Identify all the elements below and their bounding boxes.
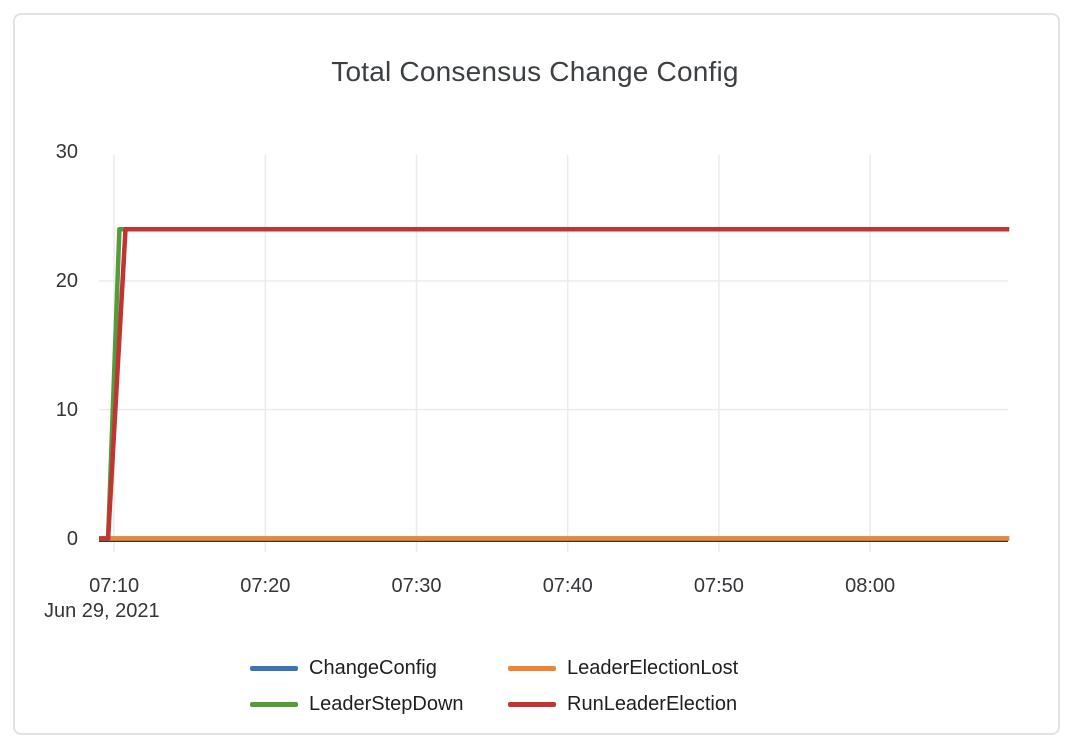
legend-label: ChangeConfig [309, 656, 437, 679]
series-line-LeaderStepDown[interactable] [99, 227, 1010, 541]
x-axis-tick-label: 07:40 [542, 575, 593, 597]
y-axis-tick-label: 30 [55, 141, 78, 163]
legend-swatch [508, 701, 556, 707]
legend-item-ChangeConfig[interactable]: ChangeConfig [250, 657, 508, 680]
x-axis-tick-label: 07:20 [240, 575, 291, 597]
x-axis-tick-label: 07:30 [391, 575, 442, 597]
legend-item-RunLeaderElection[interactable]: RunLeaderElection [508, 693, 738, 716]
legend-label: RunLeaderElection [567, 692, 738, 715]
legend-label: LeaderElectionLost [567, 656, 739, 679]
y-axis-tick-label: 0 [66, 527, 78, 550]
series-line-RunLeaderElection[interactable] [99, 227, 1010, 541]
x-axis-tick-label: 08:00 [845, 575, 896, 597]
x-axis-tick-label: 07:10 [89, 575, 140, 597]
x-axis-tick-label: 07:50 [693, 575, 744, 597]
chart-title: Total Consensus Change Config [331, 56, 739, 87]
legend-item-LeaderElectionLost[interactable]: LeaderElectionLost [508, 657, 738, 680]
legend: ChangeConfig LeaderElectionLost LeaderStep… [250, 650, 738, 722]
chart-card [13, 13, 1060, 735]
legend-swatch [250, 701, 298, 707]
legend-swatch [250, 665, 298, 671]
y-axis-tick-label: 20 [55, 269, 78, 292]
y-axis-tick-label: 10 [55, 398, 78, 421]
legend-item-LeaderStepDown[interactable]: LeaderStepDown [250, 693, 508, 716]
legend-label: LeaderStepDown [309, 692, 464, 715]
x-axis-date-label: Jun 29, 2021 [44, 600, 160, 622]
legend-swatch [508, 665, 556, 671]
